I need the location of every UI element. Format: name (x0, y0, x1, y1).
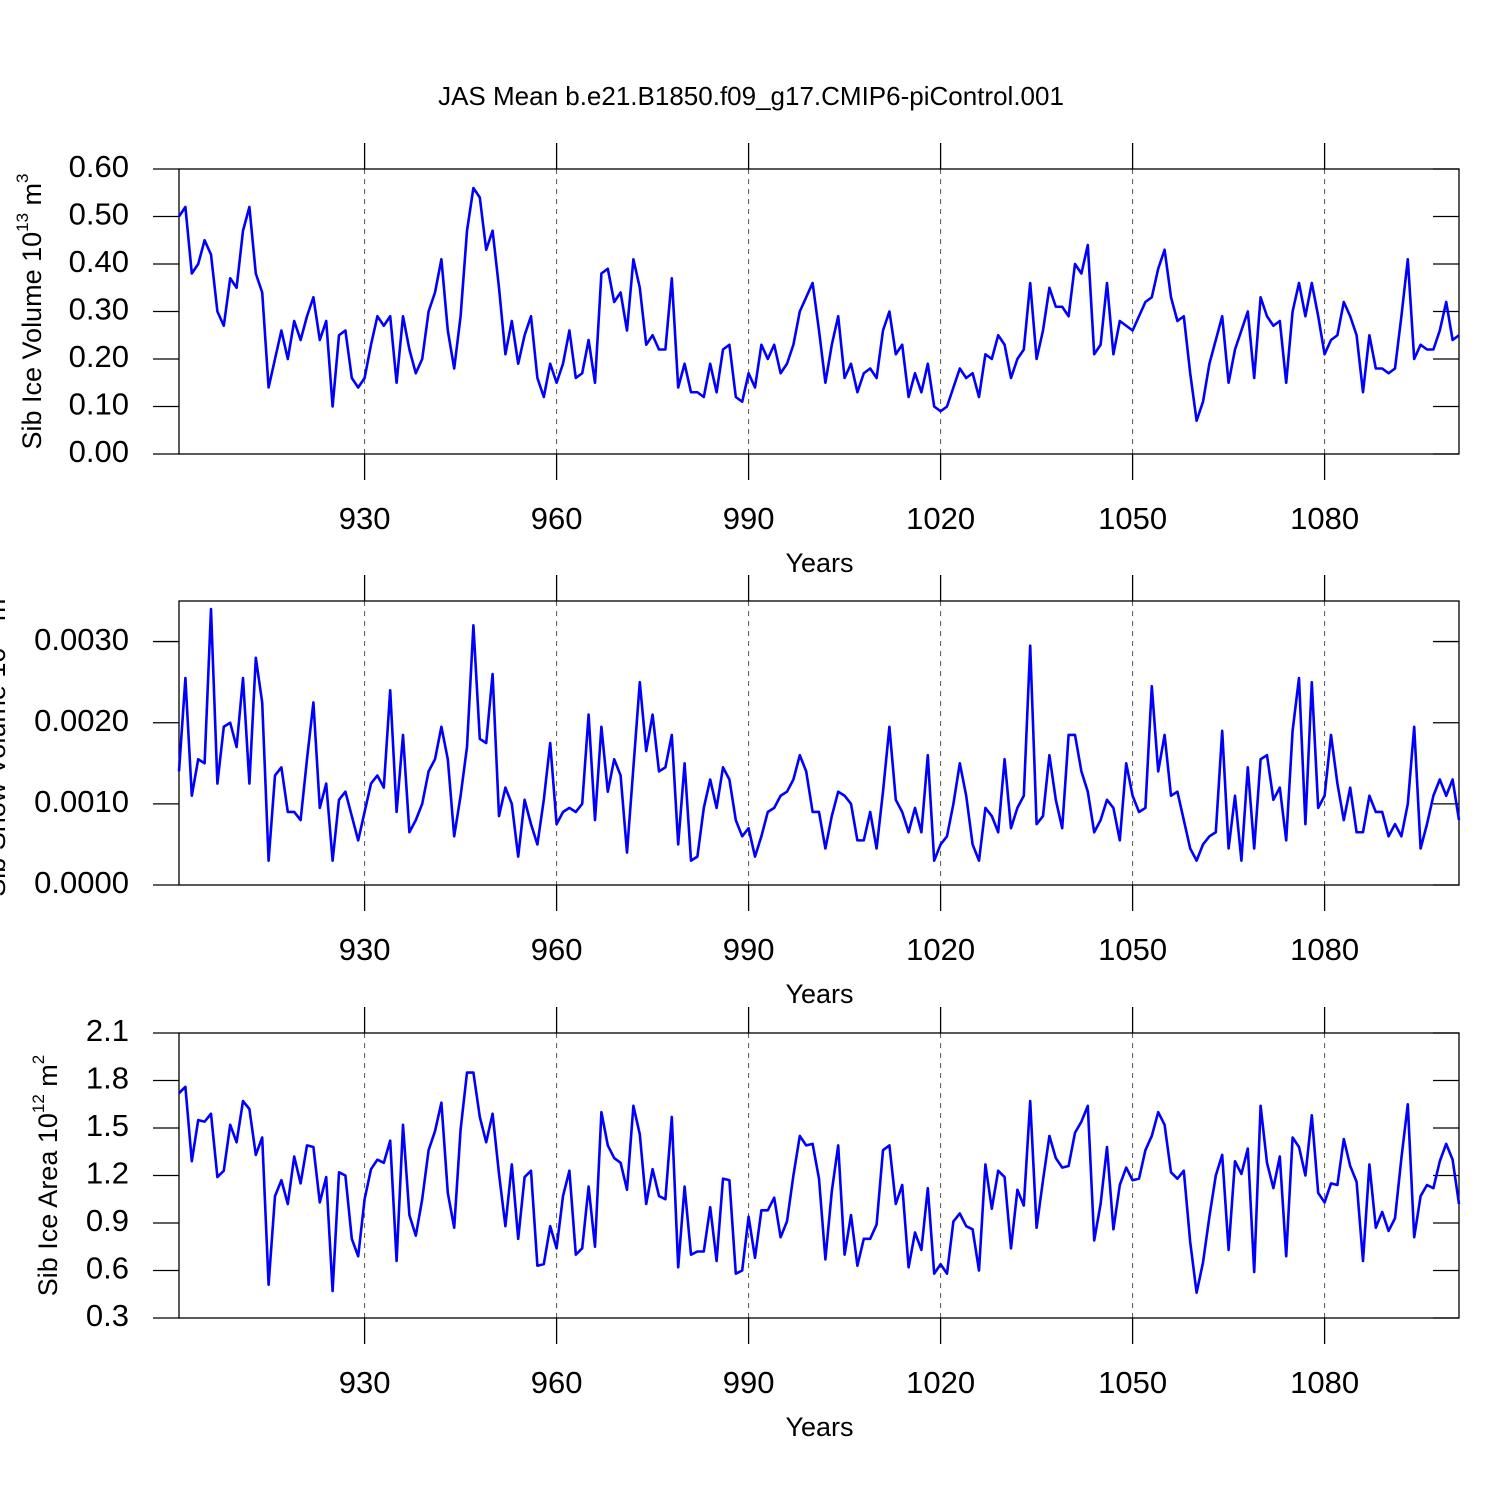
y-tick-label: 0.0030 (34, 622, 129, 657)
x-tick-label: 1050 (1098, 932, 1167, 967)
y-tick-label: 0.3 (86, 1298, 129, 1333)
y-tick-label: 0.60 (69, 149, 129, 184)
data-line (177, 186, 1460, 423)
y-axis-label: Sib Snow Volume 1013 m3 (0, 589, 11, 897)
y-tick-label: 0.40 (69, 244, 129, 279)
y-axis-label-superscript: 13 (13, 213, 32, 232)
panel: 930 960 990 1020 1050 1080 0.00 0.10 0.20 0.30 0.4… (13, 143, 1460, 578)
x-axis-label: Years (785, 548, 853, 578)
y-axis-label-superscript: 2 (29, 1055, 48, 1064)
y-axis-label-part: Sib Ice Volume 10 (17, 232, 47, 450)
plot-frame (178, 600, 1460, 886)
y-tick-label: 2.1 (86, 1013, 129, 1048)
x-tick-label: 930 (339, 1365, 391, 1400)
plot-frame (178, 1032, 1460, 1319)
x-tick-label: 990 (723, 501, 775, 536)
y-axis-label-part: Sib Snow Volume 10 (0, 648, 11, 897)
panel: 930 960 990 1020 1050 1080 0.3 0.6 0.9 1.2 1.5 1.8 2… (29, 1007, 1460, 1442)
chart-title: JAS Mean b.e21.B1850.f09_g17.CMIP6-piCon… (438, 81, 1064, 111)
y-tick-label: 0.9 (86, 1203, 129, 1238)
y-tick-label: 0.0010 (34, 784, 129, 819)
y-axis-label-part: Sib Ice Area 10 (33, 1113, 63, 1296)
y-tick-label: 0.0000 (34, 865, 129, 900)
x-tick-label: 990 (723, 932, 775, 967)
x-tick-label: 930 (339, 501, 391, 536)
y-tick-label: 0.0020 (34, 703, 129, 738)
y-axis-label-part: m (17, 183, 47, 213)
y-tick-label: 0.6 (86, 1251, 129, 1286)
y-tick-label: 1.2 (86, 1156, 129, 1191)
y-axis-label-superscript: 12 (29, 1094, 48, 1113)
x-tick-label: 1080 (1290, 501, 1359, 536)
y-tick-label: 1.5 (86, 1108, 129, 1143)
x-tick-label: 1050 (1098, 1365, 1167, 1400)
x-tick-label: 1020 (906, 1365, 975, 1400)
x-tick-label: 1050 (1098, 501, 1167, 536)
y-tick-label: 0.10 (69, 387, 129, 422)
x-tick-label: 930 (339, 932, 391, 967)
x-tick-label: 960 (531, 932, 583, 967)
y-tick-label: 0.00 (69, 434, 129, 469)
x-tick-label: 1020 (906, 932, 975, 967)
x-axis-label: Years (785, 1412, 853, 1442)
panel: 930 960 990 1020 1050 1080 0.0000 0.0010 0.0020 0… (0, 575, 1460, 1009)
y-axis-label-part: m (0, 599, 11, 629)
y-tick-label: 0.50 (69, 197, 129, 232)
data-line (178, 1071, 1461, 1294)
x-tick-label: 1020 (906, 501, 975, 536)
x-axis-label: Years (785, 979, 853, 1009)
plot-frame (178, 168, 1460, 455)
y-axis-label-superscript: 3 (13, 173, 32, 182)
y-axis-label-part: m (33, 1064, 63, 1094)
y-axis-label: Sib Ice Volume 1013 m3 (13, 173, 47, 449)
x-tick-label: 1080 (1290, 1365, 1359, 1400)
x-tick-label: 1080 (1290, 932, 1359, 967)
y-tick-label: 0.20 (69, 339, 129, 374)
y-axis-label: Sib Ice Area 1012 m2 (29, 1055, 63, 1297)
y-tick-label: 0.30 (69, 292, 129, 327)
x-tick-label: 960 (531, 1365, 583, 1400)
y-tick-label: 1.8 (86, 1061, 129, 1096)
data-line (177, 607, 1461, 862)
x-tick-label: 990 (723, 1365, 775, 1400)
x-tick-label: 960 (531, 501, 583, 536)
